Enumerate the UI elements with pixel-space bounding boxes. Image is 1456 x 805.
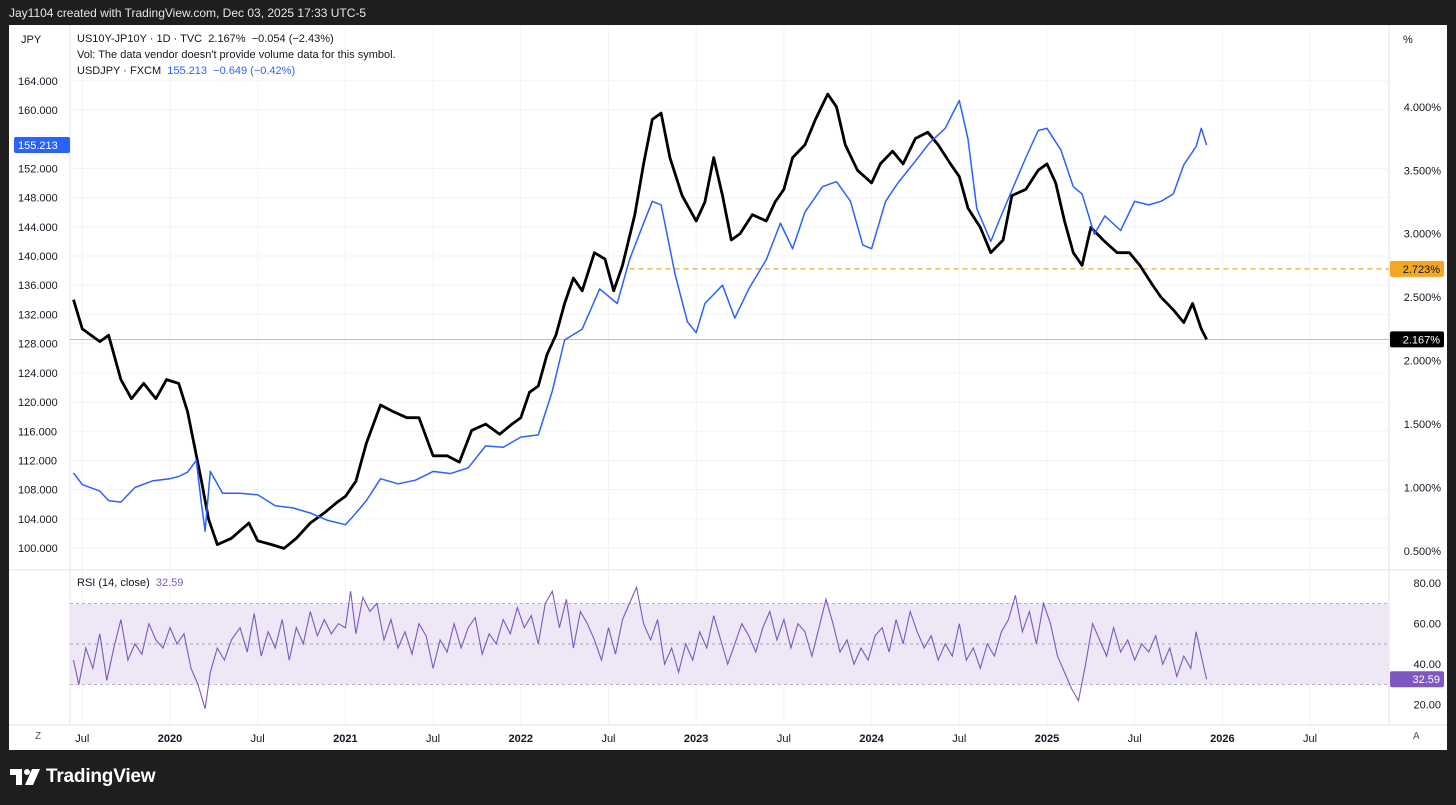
legend-main[interactable]: US10Y-JP10Y · 1D · TVC 2.167% −0.054 (−2…: [77, 33, 334, 45]
rsi-axis-tick-label: 60.00: [1413, 619, 1441, 631]
right-axis-tick-label: 1.000%: [1404, 483, 1442, 495]
log-scale-button[interactable]: Z: [35, 731, 42, 742]
chart-svg[interactable]: Jul 2020 Jul 2021 Jul 2022 Jul 2023 Jul 2024 Jul 20…: [9, 25, 1447, 750]
rsi-band-fill: [70, 603, 1389, 685]
left-axis-tick-label: 144.000: [18, 222, 58, 234]
legend-rsi-label[interactable]: RSI (14, close): [77, 577, 150, 589]
time-tick-label: 2023: [684, 733, 708, 745]
right-axis-tick-label: 2.500%: [1404, 292, 1442, 304]
rsi-last-value-badge: 32.59: [1390, 671, 1444, 688]
legend-overlay-value: 155.213: [167, 65, 208, 77]
time-tick-label: Jul: [251, 733, 265, 745]
time-tick-label: 2021: [333, 733, 357, 745]
time-tick-label: Jul: [426, 733, 440, 745]
time-tick-label: 2024: [859, 733, 884, 745]
time-tick-label: Jul: [1303, 733, 1317, 745]
right-axis-tick-label: 3.000%: [1404, 229, 1442, 241]
left-axis-tick-label: 152.000: [18, 163, 58, 175]
left-axis-tick-label: 104.000: [18, 514, 58, 526]
left-axis-tick-label: 136.000: [18, 280, 58, 292]
legend-main-symbol[interactable]: US10Y-JP10Y · 1D · TVC: [77, 33, 203, 45]
left-axis-tick-label: 108.000: [18, 485, 58, 497]
rsi-last-value-badge-bg: [1390, 671, 1444, 688]
axis-layer: Jul 2020 Jul 2021 Jul 2022 Jul 2023 Jul 2024 Jul 20…: [14, 76, 1444, 745]
left-axis-unit: JPY: [21, 34, 42, 46]
usdjpy-last-value-badge: 155.213: [14, 136, 70, 153]
tradingview-logo-icon: [10, 769, 40, 785]
time-tick-label: Jul: [75, 733, 89, 745]
right-axis-tick-label: 1.500%: [1404, 419, 1442, 431]
spread-last-value-badge-text: 2.167%: [1403, 334, 1441, 346]
dashed-level-badge-bg: [1390, 260, 1444, 277]
legend-vol-note: Vol: The data vendor doesn't provide vol…: [77, 49, 396, 61]
tradingview-logo: TradingView: [10, 766, 156, 788]
time-tick-label: 2022: [509, 733, 533, 745]
tradingview-brand: TradingView: [46, 766, 156, 787]
legend-rsi-value: 32.59: [155, 577, 184, 589]
usdjpy-last-value-badge-text: 155.213: [18, 140, 58, 152]
auto-scale-button[interactable]: A: [1413, 731, 1420, 742]
left-axis-tick-label: 132.000: [18, 309, 58, 321]
legend-rsi[interactable]: RSI (14, close) 32.59: [77, 577, 183, 589]
rsi-series-line: [72, 585, 1208, 709]
left-axis-tick-label: 116.000: [18, 426, 57, 438]
rsi-axis-tick-label: 40.00: [1413, 659, 1441, 671]
right-axis-tick-label: 3.500%: [1404, 165, 1442, 177]
time-tick-label: Jul: [601, 733, 615, 745]
usdjpy-series-line: [72, 99, 1208, 533]
left-axis-tick-label: 100.000: [18, 543, 58, 555]
right-axis-tick-label: 2.000%: [1404, 356, 1442, 368]
right-axis-tick-label: 0.500%: [1404, 546, 1442, 558]
legend-overlay-symbol[interactable]: USDJPY · FXCM: [77, 65, 162, 77]
time-tick-label: Jul: [1128, 733, 1142, 745]
left-axis-tick-label: 128.000: [18, 339, 58, 351]
rsi-axis-tick-label: 80.00: [1413, 578, 1441, 590]
left-axis-tick-label: 124.000: [18, 368, 58, 380]
legend-main-value: 2.167%: [208, 33, 246, 45]
usdjpy-last-value-badge-bg: [14, 136, 70, 153]
spread-last-value-badge: 2.167%: [1390, 331, 1444, 348]
time-tick-label: Jul: [952, 733, 966, 745]
chart-frame: Jul 2020 Jul 2021 Jul 2022 Jul 2023 Jul 2024 Jul 20…: [9, 25, 1447, 750]
rsi-layer: [70, 585, 1389, 709]
left-axis-tick-label: 112.000: [18, 455, 57, 467]
legend-main-change: −0.054 (−2.43%): [251, 33, 334, 45]
time-tick-label: 2026: [1210, 733, 1234, 745]
legend-overlay-change: −0.649 (−0.42%): [213, 65, 296, 77]
dashed-level-badge-text: 2.723%: [1403, 264, 1441, 276]
chart-header: Jay1104 created with TradingView.com, De…: [9, 6, 367, 20]
time-tick-label: 2020: [158, 733, 182, 745]
left-axis-tick-label: 164.000: [18, 76, 58, 88]
right-axis-tick-label: 4.000%: [1404, 102, 1442, 114]
left-axis-tick-label: 140.000: [18, 251, 58, 263]
rsi-last-value-badge-text: 32.59: [1412, 674, 1440, 686]
series-layer: [72, 92, 1389, 550]
time-tick-label: 2025: [1035, 733, 1059, 745]
right-axis-unit: %: [1403, 34, 1413, 46]
left-axis-tick-label: 160.000: [18, 105, 58, 117]
left-axis-tick-label: 120.000: [18, 397, 58, 409]
rsi-axis-tick-label: 20.00: [1413, 700, 1441, 712]
legend-overlay[interactable]: USDJPY · FXCM 155.213 −0.649 (−0.42%): [77, 65, 295, 77]
spread-series-line: [72, 92, 1208, 550]
left-axis-tick-label: 148.000: [18, 193, 58, 205]
dashed-level-badge: 2.723%: [1390, 260, 1444, 277]
time-tick-label: Jul: [777, 733, 791, 745]
spread-last-value-badge-bg: [1390, 331, 1444, 348]
